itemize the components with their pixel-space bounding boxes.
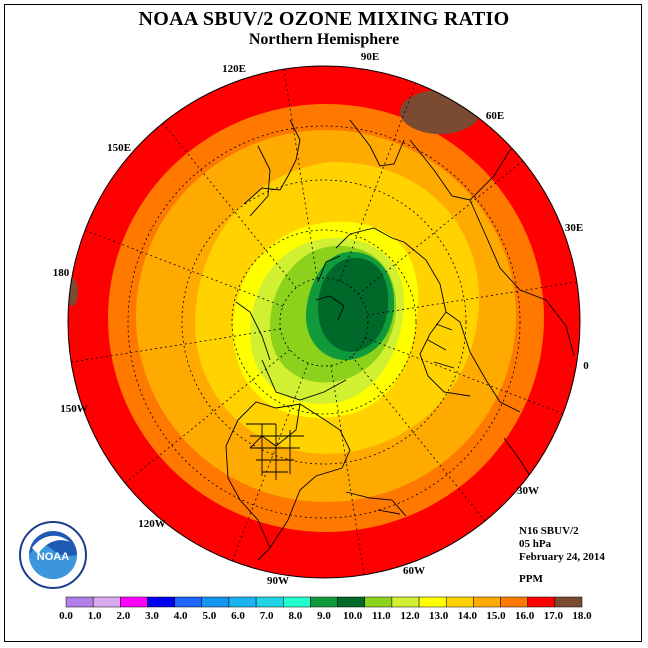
longitude-label: 30W [517, 485, 539, 497]
longitude-label: 150E [107, 142, 131, 154]
info-block: N16 SBUV/2 05 hPa February 24, 2014 [519, 525, 605, 564]
units-label: PPM [519, 573, 543, 585]
meridian-line [162, 122, 297, 289]
date-label: February 24, 2014 [519, 551, 605, 563]
logo-text: NOAA [37, 551, 69, 563]
longitude-label: 60E [486, 110, 504, 122]
meridian-line [84, 229, 284, 307]
longitude-label: 0 [583, 360, 589, 372]
meridian-line [351, 355, 486, 522]
figure-frame [4, 4, 642, 642]
meridian-line [231, 362, 309, 562]
longitude-label: 90E [361, 51, 379, 63]
longitude-label: 150W [60, 403, 88, 415]
meridian-line [364, 337, 564, 415]
meridian-line [283, 69, 318, 279]
instrument-label: N16 SBUV/2 [519, 525, 579, 537]
meridian-line [330, 365, 365, 575]
longitude-label: 180 [53, 267, 70, 279]
meridian-line [367, 281, 577, 316]
latitude-circles [127, 125, 521, 519]
meridians [71, 69, 577, 575]
band-18-patch [400, 90, 480, 134]
longitude-label: 120W [138, 518, 166, 530]
noaa-logo: NOAA [18, 520, 88, 590]
meridian-line [124, 349, 291, 484]
longitude-labels: 90E 60E 30E 0 30W 60W 90W 120W 150W 180 150E 120E [53, 51, 590, 587]
meridian-line [357, 160, 524, 295]
longitude-label: 60W [403, 565, 425, 577]
page-title: NOAA SBUV/2 OZONE MIXING RATIO [138, 8, 510, 30]
longitude-label: 120E [222, 63, 246, 75]
map-border [67, 65, 581, 579]
band-18-patch-west [68, 278, 78, 306]
meridian-line [71, 328, 281, 363]
meridian-line [339, 82, 417, 282]
page-subtitle: Northern Hemisphere [248, 31, 400, 48]
band-9 [318, 257, 389, 352]
longitude-label: 90W [267, 575, 289, 587]
longitude-label: 30E [565, 222, 583, 234]
pressure-level-label: 05 hPa [519, 538, 552, 550]
coastlines [225, 119, 575, 561]
